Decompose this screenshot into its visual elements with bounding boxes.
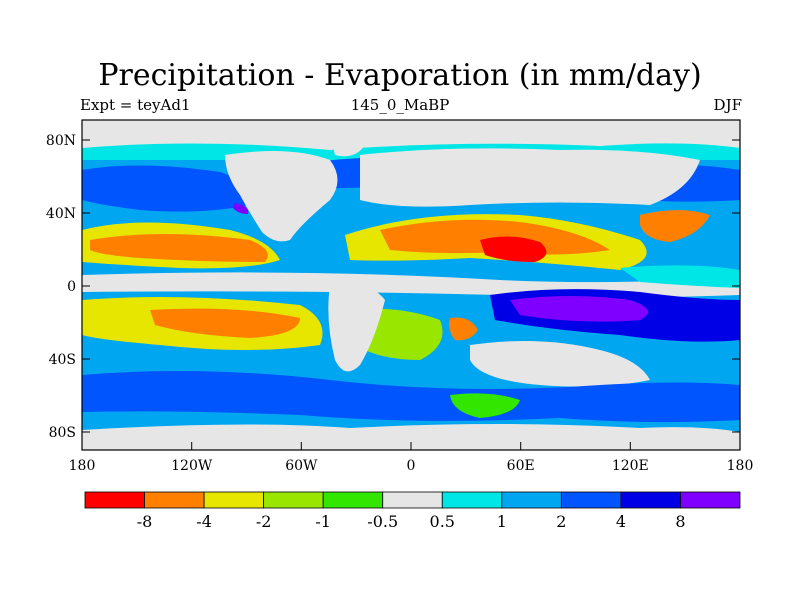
lon-label-60e: 60E [507,458,535,474]
longitude-ticks [81,442,741,450]
colorbar-swatch [263,491,324,509]
southern-ocean-dry-spot [450,393,520,418]
eurasia [360,148,700,207]
colorbar-swatch [501,491,562,509]
colorbar-label: 2 [556,512,566,531]
greenland [330,133,365,157]
colorbar-label: 8 [675,512,685,531]
north-america [225,151,338,242]
equatorial-cyan-east [620,265,740,288]
lon-label-120w: 120W [171,458,213,474]
colorbar-label: -8 [137,512,153,531]
colorbar-label: -1 [315,512,331,531]
warm-pool-extreme [510,296,648,322]
colorbar-swatch [560,491,622,509]
lon-label-0: 0 [407,458,416,474]
africa-australia-region [470,341,650,387]
south-pacific-very-dry [150,308,300,338]
north-pacific-stormtrack [82,165,252,212]
extreme-dry-core [480,236,547,262]
colorbar-swatch [441,491,503,509]
chart-title: Precipitation - Evaporation (in mm/day) [98,58,702,93]
experiment-label: Expt = teyAd1 [80,96,191,114]
lon-label-120e: 120E [612,458,649,474]
colorbar-swatch [680,491,741,509]
lat-label-80s: 80S [49,425,76,441]
lon-label-180e: 180 [727,458,754,474]
colorbar-swatch [203,491,265,509]
colorbar-label: -2 [256,512,272,531]
north-pacific-very-dry [90,234,268,262]
colorbar-label: 0.5 [430,512,455,531]
africa-dry-spot [449,317,478,341]
colorbar-swatch [144,491,205,509]
colorbar-swatch [322,491,384,509]
latitude-ticks [82,139,740,433]
lat-label-80n: 80N [46,133,76,149]
colorbar: -8 -4 -2 -1 -0.5 0.5 1 2 4 8 [84,491,741,531]
season-label: DJF [713,96,742,114]
antarctica [82,424,740,450]
west-pacific-dry [640,210,710,242]
lon-label-180w: 180 [69,458,96,474]
wet-spot-2 [233,203,249,214]
lat-label-equator: 0 [67,279,76,295]
map-field [82,120,740,450]
south-america [328,284,385,372]
colorbar-label: -0.5 [367,512,398,531]
colorbar-swatch [382,491,443,509]
southern-ocean-stormtrack [82,371,740,423]
colorbar-label: 4 [616,512,626,531]
colorbar-swatch [84,491,145,509]
colorbar-label: 1 [497,512,507,531]
lat-label-40n: 40N [46,206,76,222]
colorbar-swatch [620,491,681,509]
colorbar-label: -4 [196,512,212,531]
lon-label-60w: 60W [285,458,318,474]
time-label: 145_0_MaBP [350,96,450,114]
lat-label-40s: 40S [49,352,76,368]
